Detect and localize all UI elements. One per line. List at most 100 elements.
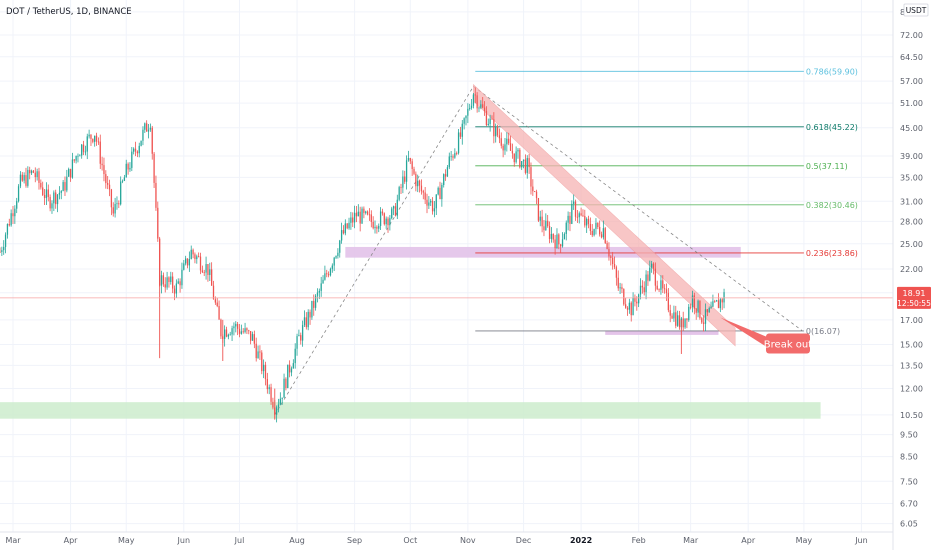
candle [307, 309, 309, 331]
bottom-zone [605, 330, 719, 335]
candle-body [621, 287, 623, 290]
candle [560, 243, 562, 253]
candle [686, 318, 688, 329]
candle-body [32, 170, 35, 173]
candle [613, 256, 616, 270]
candle-body [699, 300, 701, 319]
candle [688, 303, 690, 322]
candle-body [186, 258, 189, 266]
fib-level-label: 0(16.07) [806, 327, 840, 336]
candle-body [185, 258, 187, 264]
candle-body [129, 167, 131, 170]
candle-body [146, 123, 148, 132]
fib-level-label: 0.236(23.86) [806, 249, 858, 258]
candle-body [712, 301, 714, 307]
candle-body [545, 220, 547, 231]
candle-body [417, 180, 419, 187]
candle-body [539, 216, 541, 221]
candle [673, 305, 675, 322]
candle-body [348, 222, 350, 229]
candle-body [281, 397, 283, 399]
candle-body [511, 150, 514, 154]
candle [496, 124, 499, 138]
candle-body [443, 174, 445, 185]
candle-body [86, 136, 88, 152]
candle-body [515, 151, 517, 163]
candle-body [600, 234, 603, 238]
price-tick-label: 8.50 [900, 453, 918, 462]
candle [223, 325, 226, 347]
candle-body [107, 183, 109, 185]
candle-body [303, 317, 306, 326]
candle [244, 322, 246, 334]
candle-body [693, 295, 695, 309]
candle [168, 276, 170, 288]
candle [361, 206, 363, 224]
candle [220, 318, 222, 339]
candle-body [682, 318, 684, 328]
candle [288, 360, 291, 378]
candle-body [142, 129, 144, 141]
candle [114, 197, 116, 218]
candle [392, 205, 395, 216]
candle-body [470, 105, 473, 108]
candle-body [485, 111, 488, 126]
candle [602, 220, 605, 240]
candle-body [209, 269, 211, 275]
candle [285, 377, 287, 391]
candle-body [459, 132, 462, 137]
price-tick-label: 12.00 [900, 385, 923, 394]
candle [704, 303, 707, 332]
candle [671, 313, 673, 319]
candle [242, 328, 244, 334]
candle-body [25, 175, 27, 186]
candle [643, 281, 645, 296]
candle [25, 167, 27, 188]
candle [225, 326, 228, 338]
candle-body [292, 363, 294, 369]
candle [45, 182, 48, 205]
candle [183, 259, 185, 271]
time-axis[interactable]: Mar Apr May Jun Jul Aug Sep Oct Nov Dec 2022 Feb Mar… [0, 531, 893, 545]
candle-body [285, 378, 287, 389]
candle [121, 179, 124, 184]
candle [435, 194, 437, 216]
candle-body [415, 173, 417, 187]
candle [636, 296, 638, 311]
candle [179, 278, 181, 293]
candle [75, 155, 77, 164]
candle-body [550, 233, 553, 239]
candle-body [548, 226, 551, 239]
uptrend-dashed-line [274, 86, 474, 416]
candle-body [159, 238, 161, 286]
candle [264, 361, 267, 386]
candle-body [389, 218, 391, 226]
candle [157, 201, 159, 242]
candle [580, 207, 582, 217]
symbol-title: DOT / TetherUS, 1D, BINANCE [6, 7, 132, 17]
candle [172, 272, 174, 294]
candle-body [300, 335, 302, 341]
candle [424, 187, 426, 205]
candle-body [220, 319, 222, 337]
candle-body [51, 203, 53, 209]
candle-body [372, 221, 374, 229]
candle-body [508, 138, 510, 144]
candle-body [205, 264, 207, 273]
candle-body [190, 249, 192, 260]
candle [233, 322, 235, 336]
candle [430, 198, 432, 206]
time-tick-label: Jun [854, 536, 868, 545]
candle-body [127, 163, 129, 170]
candle-body [381, 211, 384, 214]
candle [103, 157, 105, 182]
candle-body [476, 95, 478, 109]
candle [407, 150, 410, 162]
candle-body [402, 176, 404, 188]
candle [715, 299, 718, 302]
candle [719, 298, 721, 313]
candle [376, 225, 378, 234]
candle-body [75, 155, 77, 161]
